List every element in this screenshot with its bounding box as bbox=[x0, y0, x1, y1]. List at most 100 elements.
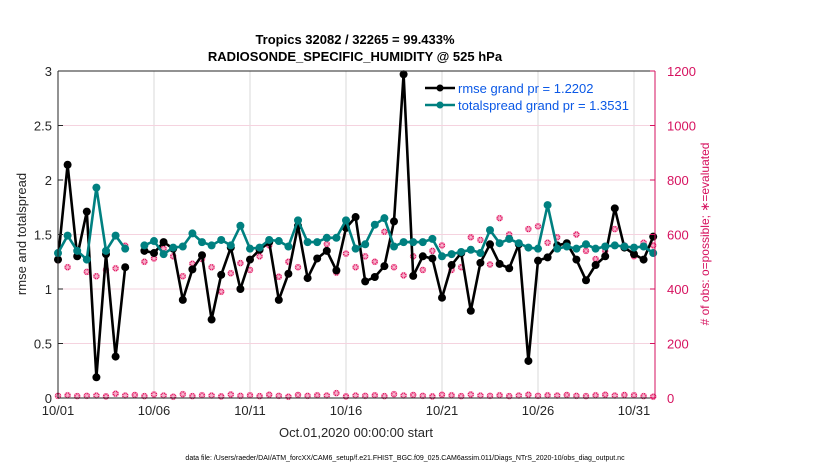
rmse-point bbox=[92, 373, 101, 382]
x-tick-label: 10/16 bbox=[330, 403, 363, 418]
obs-marker bbox=[294, 391, 302, 399]
totalspread-point bbox=[178, 242, 187, 251]
obs-marker-star bbox=[611, 225, 619, 233]
rmse-point bbox=[361, 277, 370, 286]
obs-marker bbox=[83, 392, 91, 400]
obs-marker bbox=[92, 272, 100, 280]
obs-marker bbox=[179, 272, 187, 280]
obs-marker bbox=[515, 392, 523, 400]
obs-marker bbox=[428, 392, 436, 400]
obs-marker bbox=[352, 392, 360, 400]
totalspread-point bbox=[582, 240, 590, 249]
obs-marker bbox=[188, 392, 196, 400]
obs-marker-star bbox=[294, 391, 302, 399]
rmse-point bbox=[217, 270, 226, 279]
y2-tick-label: 0 bbox=[667, 391, 674, 406]
obs-marker-star bbox=[428, 247, 436, 255]
obs-marker bbox=[390, 263, 398, 271]
totalspread-point bbox=[73, 246, 82, 255]
obs-marker bbox=[313, 391, 321, 399]
obs-marker-star bbox=[342, 250, 350, 258]
totalspread-point bbox=[313, 238, 322, 247]
obs-marker bbox=[284, 393, 292, 401]
obs-marker bbox=[496, 214, 504, 222]
totalspread-point bbox=[236, 221, 245, 230]
totalspread-point bbox=[294, 216, 302, 225]
obs-marker-star bbox=[64, 391, 72, 399]
obs-marker-star bbox=[284, 393, 292, 401]
obs-marker-star bbox=[438, 391, 446, 399]
obs-marker-star bbox=[304, 392, 312, 400]
obs-marker bbox=[361, 252, 369, 260]
rmse-point bbox=[630, 250, 638, 259]
obs-marker bbox=[227, 269, 235, 277]
totalspread-point bbox=[303, 238, 312, 247]
obs-marker bbox=[649, 393, 657, 401]
obs-marker-star bbox=[313, 391, 321, 399]
rmse-point bbox=[313, 254, 322, 263]
rmse-point bbox=[322, 246, 331, 255]
obs-marker bbox=[112, 390, 120, 398]
rmse-point bbox=[332, 266, 341, 275]
obs-marker-star bbox=[140, 258, 148, 266]
rmse-point bbox=[399, 70, 408, 79]
rmse-point bbox=[236, 285, 245, 293]
obs-marker-star bbox=[121, 392, 129, 400]
obs-marker-star bbox=[553, 392, 561, 400]
x-tick-label: 10/06 bbox=[138, 403, 171, 418]
obs-marker-star bbox=[131, 391, 139, 399]
x-tick-label: 10/31 bbox=[618, 403, 651, 418]
obs-marker-star bbox=[467, 233, 475, 241]
obs-marker bbox=[169, 393, 177, 401]
obs-marker-star bbox=[179, 390, 187, 398]
rmse-point bbox=[63, 160, 72, 169]
obs-marker bbox=[409, 391, 417, 399]
totalspread-point bbox=[562, 242, 571, 251]
obs-marker-star bbox=[227, 390, 235, 398]
totalspread-point bbox=[534, 244, 542, 253]
legend: rmse grand pr = 1.2202 totalspread grand… bbox=[425, 81, 629, 113]
obs-marker-star bbox=[534, 392, 542, 400]
obs-marker-star bbox=[342, 392, 350, 400]
obs-marker bbox=[457, 392, 465, 400]
obs-marker bbox=[544, 239, 552, 247]
rmse-point bbox=[418, 252, 427, 261]
obs-marker bbox=[275, 273, 283, 281]
x-tick-label: 10/26 bbox=[522, 403, 555, 418]
obs-marker-star bbox=[227, 269, 235, 277]
x-tick-label: 10/11 bbox=[234, 403, 266, 418]
obs-marker bbox=[208, 392, 216, 400]
rmse-point bbox=[409, 271, 418, 280]
obs-marker-star bbox=[438, 241, 446, 249]
obs-marker-star bbox=[572, 231, 580, 238]
rmse-point bbox=[591, 261, 600, 270]
y2-axis-label: # of obs: o=possible; ∗=evaluated bbox=[698, 143, 712, 326]
y2-tick-label: 1200 bbox=[667, 64, 696, 79]
obs-marker bbox=[323, 392, 331, 400]
obs-marker-star bbox=[496, 391, 504, 399]
obs-marker-star bbox=[323, 240, 331, 248]
obs-marker-star bbox=[275, 392, 283, 400]
y2-tick-label: 800 bbox=[667, 173, 689, 188]
obs-marker bbox=[611, 225, 619, 233]
totalspread-point bbox=[63, 231, 72, 240]
obs-marker bbox=[112, 264, 120, 272]
obs-marker bbox=[371, 258, 379, 266]
totalspread-point bbox=[514, 239, 523, 248]
obs-marker-star bbox=[649, 393, 657, 401]
obs-marker-star bbox=[620, 391, 628, 399]
obs-marker-star bbox=[332, 389, 340, 397]
y-tick-label: 2.5 bbox=[34, 119, 52, 134]
totalspread-point bbox=[140, 241, 149, 250]
obs-marker bbox=[246, 391, 254, 399]
y2-tick-label: 200 bbox=[667, 337, 689, 352]
chart-subtitle: RADIOSONDE_SPECIFIC_HUMIDITY @ 525 hPa bbox=[208, 49, 503, 64]
obs-marker bbox=[486, 392, 494, 400]
obs-marker-star bbox=[640, 392, 648, 400]
obs-marker bbox=[640, 392, 648, 400]
obs-marker-star bbox=[544, 239, 552, 247]
rmse-point bbox=[543, 253, 552, 262]
obs-marker bbox=[496, 391, 504, 399]
obs-marker bbox=[572, 231, 580, 238]
rmse-point bbox=[428, 254, 437, 263]
